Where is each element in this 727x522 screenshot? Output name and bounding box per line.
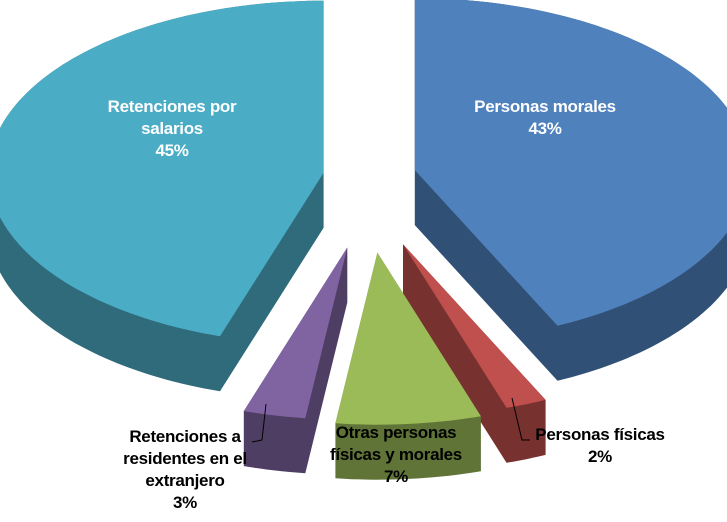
slice bbox=[403, 244, 546, 408]
value-label: 3% bbox=[173, 493, 197, 512]
category-label: Otras personas físicas y morales bbox=[330, 423, 462, 464]
category-label: Retenciones a residentes en el extranjer… bbox=[123, 427, 247, 490]
value-label: 45% bbox=[155, 141, 189, 160]
category-label: Personas físicas bbox=[535, 425, 665, 444]
category-label: Personas morales bbox=[474, 97, 616, 116]
leader-line bbox=[251, 403, 267, 443]
value-label: 43% bbox=[528, 119, 562, 138]
slice-label: Personas físicas 2% bbox=[520, 424, 680, 468]
slice-label: Retenciones a residentes en el extranjer… bbox=[110, 426, 260, 514]
slice-label: Retenciones por salarios 45% bbox=[87, 96, 257, 162]
leader-line bbox=[511, 397, 530, 441]
value-label: 7% bbox=[384, 467, 408, 486]
slice-label: Personas morales 43% bbox=[455, 96, 635, 140]
slice bbox=[335, 252, 481, 425]
slice bbox=[243, 247, 348, 419]
slice bbox=[414, 0, 727, 326]
value-label: 2% bbox=[588, 447, 612, 466]
slice-label: Otras personas físicas y morales 7% bbox=[316, 422, 476, 488]
slice bbox=[0, 0, 324, 337]
category-label: Retenciones por salarios bbox=[107, 97, 237, 138]
